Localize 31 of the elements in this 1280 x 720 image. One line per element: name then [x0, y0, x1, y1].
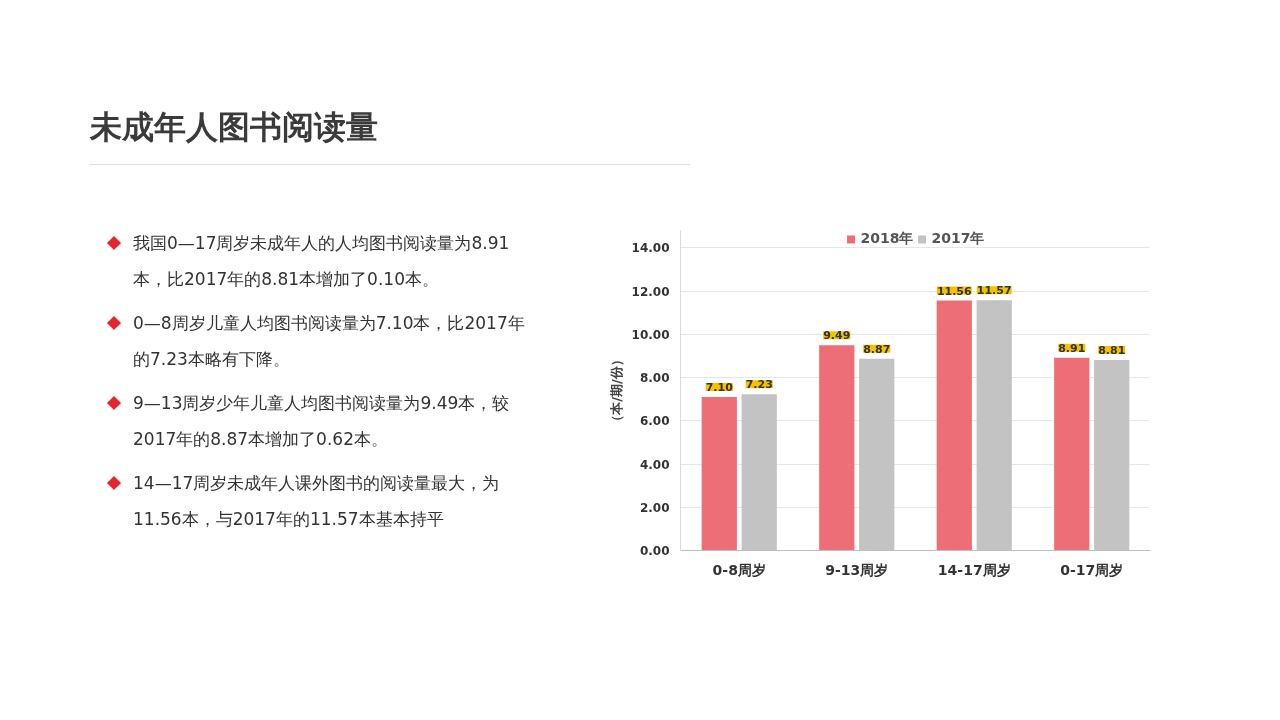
- y-tick-label: 8.00: [639, 371, 670, 386]
- data-label: 8.81: [1098, 344, 1126, 358]
- y-tick-label: 10.00: [631, 327, 670, 342]
- legend-label: 2018年: [860, 230, 914, 248]
- text: 14—17周岁未成年人课外图书的阅读量最大，为11.56本，与2017年的11.57本基本持平: [133, 472, 501, 531]
- data-label: 8.91: [1058, 341, 1086, 355]
- bar: [819, 345, 855, 551]
- data-label: 11.57: [976, 284, 1012, 298]
- data-label: 9.49: [823, 329, 851, 343]
- y-tick-label: 6.00: [639, 414, 670, 429]
- data-label: 7.23: [745, 378, 773, 392]
- text: 未成年人图书阅读量: [90, 107, 378, 148]
- x-tick-label: 14-17周岁: [937, 561, 1011, 578]
- text: 我国0—17周岁未成年人的人均图书阅读量为8.91本，比2017年的8.81本增加了0.10本。: [133, 232, 511, 291]
- x-tick-label: 9-13周岁: [825, 561, 889, 578]
- y-tick-label: 4.00: [639, 457, 670, 472]
- text: 9—13周岁少年儿童人均图书阅读量为9.49本，较2017年的8.87本增加了0.62本。: [133, 392, 511, 451]
- y-tick-label: 14.00: [631, 241, 670, 256]
- x-tick-label: 0-17周岁: [1060, 561, 1124, 578]
- x-tick-label: 0-8周岁: [712, 561, 766, 578]
- bar: [701, 396, 737, 551]
- data-label: 8.87: [863, 342, 891, 356]
- y-tick-label: 12.00: [631, 284, 670, 299]
- text: 0—8周岁儿童人均图书阅读量为7.10本，比2017年的7.23本略有下降。: [133, 312, 525, 371]
- bar: [936, 300, 972, 551]
- y-tick-label: 0.00: [639, 544, 670, 558]
- data-label: 7.10: [705, 380, 734, 394]
- legend-label: 2017年: [931, 230, 985, 248]
- y-axis-title: （本/期/份）: [608, 353, 624, 428]
- bar: [1054, 357, 1090, 551]
- y-tick-label: 2.00: [639, 500, 670, 515]
